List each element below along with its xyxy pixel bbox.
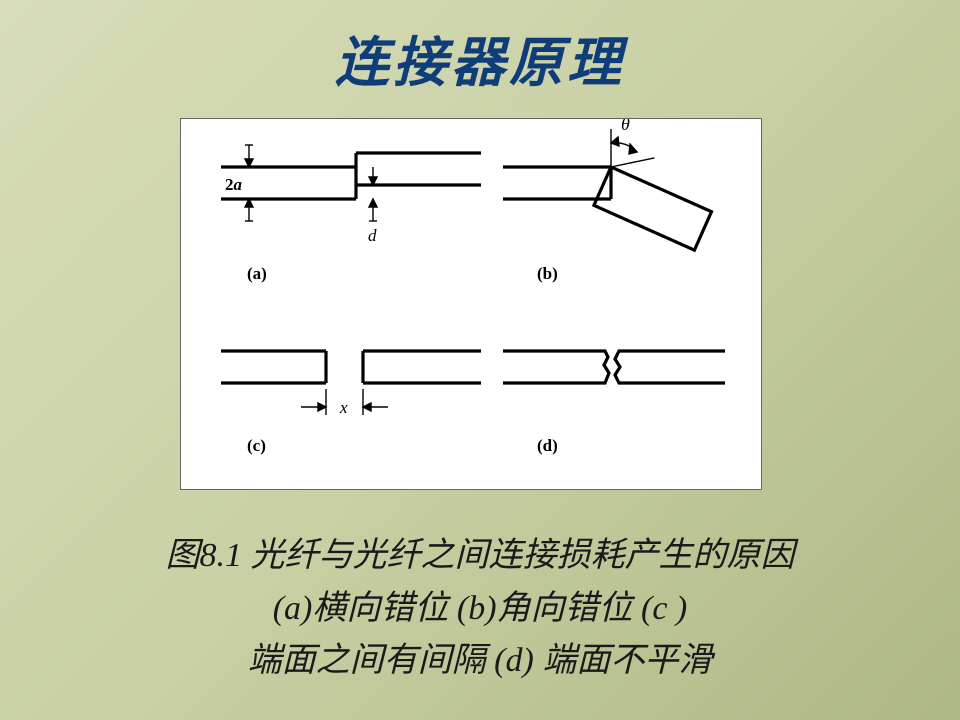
dim-theta: θ (611, 119, 654, 182)
svg-text:θ: θ (621, 119, 630, 134)
svg-text:2a: 2a (225, 175, 243, 194)
dim-2a: 2a (225, 145, 253, 221)
caption-line-3: 端面之间有间隔 (d) 端面不平滑 (80, 635, 880, 688)
panel-a (221, 153, 481, 199)
figure-caption: 图8.1 光纤与光纤之间连接损耗产生的原因 (a)横向错位 (b)角向错位 (c… (80, 530, 880, 688)
label-a: (a) (247, 264, 267, 283)
svg-text:x: x (339, 398, 348, 417)
panel-c (221, 351, 481, 383)
dim-x: x (301, 389, 388, 417)
figure-panel: 2a d θ (180, 118, 762, 490)
caption-line-1: 图8.1 光纤与光纤之间连接损耗产生的原因 (80, 530, 880, 583)
svg-text:d: d (368, 226, 377, 245)
dim-d: d (368, 167, 377, 245)
panel-d (503, 351, 725, 383)
label-d: (d) (537, 436, 558, 455)
diagram-svg: 2a d θ (181, 119, 761, 489)
label-b: (b) (537, 264, 558, 283)
panel-b (503, 167, 711, 250)
slide-title: 连接器原理 (335, 18, 625, 97)
label-c: (c) (247, 436, 266, 455)
caption-line-2: (a)横向错位 (b)角向错位 (c ) (80, 583, 880, 636)
